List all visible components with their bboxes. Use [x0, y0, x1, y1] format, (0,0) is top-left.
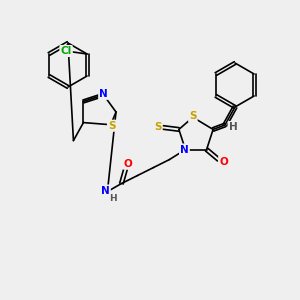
Text: S: S [189, 111, 196, 121]
Text: S: S [108, 121, 116, 131]
Text: O: O [219, 157, 228, 166]
Text: O: O [123, 159, 132, 169]
Text: N: N [99, 89, 108, 99]
Text: N: N [101, 186, 110, 196]
Text: S: S [154, 122, 162, 132]
Text: H: H [229, 122, 237, 132]
Text: Cl: Cl [60, 46, 72, 56]
Text: N: N [180, 145, 189, 154]
Text: H: H [110, 194, 117, 203]
